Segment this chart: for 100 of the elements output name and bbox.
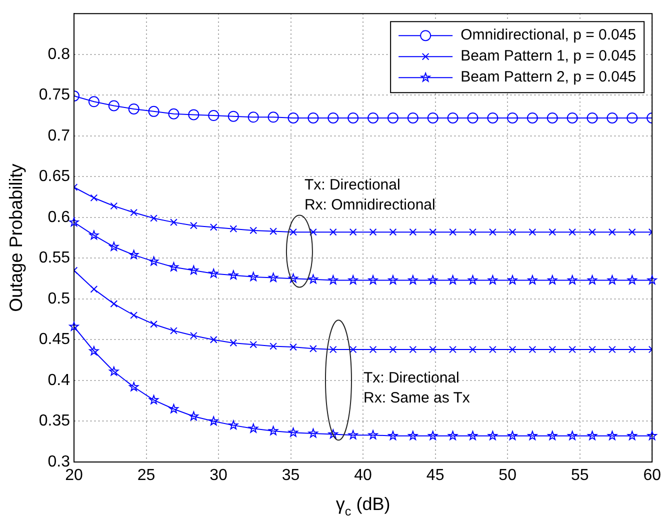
y-tick-label: 0.65	[38, 168, 70, 186]
x-tick-label: 55	[570, 467, 589, 484]
point	[308, 274, 318, 284]
point	[586, 112, 598, 124]
point	[90, 194, 98, 202]
point	[428, 275, 438, 284]
point	[548, 275, 558, 284]
point	[230, 339, 238, 347]
point	[168, 262, 179, 272]
x-tick-label: 20	[65, 467, 83, 484]
point	[588, 228, 596, 236]
point	[408, 275, 418, 284]
point	[208, 110, 220, 122]
point	[548, 228, 556, 236]
point	[647, 275, 657, 284]
point	[548, 346, 556, 354]
y-tick-label: 0.45	[38, 331, 70, 348]
point	[288, 112, 299, 124]
point	[170, 218, 178, 226]
point	[248, 272, 258, 282]
point	[268, 112, 279, 123]
point	[110, 300, 118, 308]
point	[568, 228, 576, 236]
point	[388, 275, 398, 284]
point	[369, 346, 377, 354]
point	[250, 226, 258, 234]
point	[310, 344, 317, 352]
point	[528, 275, 538, 284]
point	[548, 430, 558, 440]
point	[528, 228, 536, 236]
point	[607, 430, 617, 440]
point	[89, 346, 99, 356]
point	[329, 228, 337, 236]
point	[349, 228, 357, 236]
point	[248, 424, 258, 433]
point	[626, 112, 638, 124]
point	[368, 430, 378, 440]
x-tick-label: 35	[282, 467, 300, 484]
point	[329, 346, 337, 354]
point	[130, 208, 138, 216]
point	[268, 426, 278, 436]
point	[388, 430, 398, 440]
legend-label: Omnidirectional, p = 0.045	[460, 26, 636, 44]
point	[270, 228, 277, 235]
point	[409, 346, 417, 354]
point	[210, 224, 218, 231]
point	[188, 109, 200, 120]
point	[506, 112, 518, 124]
point	[568, 275, 578, 284]
point	[150, 214, 158, 222]
point	[607, 275, 617, 284]
point	[168, 404, 179, 414]
point	[508, 346, 516, 354]
y-tick-label: 0.75	[38, 86, 70, 104]
point	[69, 322, 79, 331]
point	[447, 112, 458, 124]
x-tick-label: 50	[498, 467, 517, 484]
point	[170, 327, 178, 334]
y-tick-label: 0.6	[48, 208, 70, 226]
point	[526, 112, 538, 124]
point	[190, 332, 198, 340]
point	[428, 430, 438, 440]
point	[308, 112, 319, 124]
point	[109, 366, 119, 376]
point	[467, 112, 478, 124]
y-tick-label: 0.8	[48, 46, 70, 63]
point	[288, 274, 298, 283]
point	[606, 112, 618, 124]
point	[108, 100, 120, 112]
point	[489, 228, 496, 236]
point	[487, 112, 498, 124]
point	[468, 275, 478, 284]
point	[230, 225, 238, 233]
point	[228, 110, 239, 122]
point	[587, 430, 598, 440]
point	[148, 106, 160, 117]
point	[190, 222, 198, 230]
point	[389, 228, 397, 236]
point	[270, 342, 277, 350]
x-tick-label: 25	[137, 467, 156, 484]
point	[308, 428, 318, 438]
point	[647, 430, 657, 440]
point	[528, 430, 538, 440]
point	[168, 108, 180, 120]
point	[109, 242, 119, 251]
point	[588, 346, 596, 354]
point	[69, 217, 79, 226]
point	[368, 112, 379, 124]
point	[268, 272, 278, 282]
point	[508, 228, 516, 236]
point	[408, 430, 418, 440]
point	[250, 340, 258, 348]
point	[449, 346, 456, 354]
point	[608, 228, 616, 236]
point	[448, 430, 458, 440]
point	[368, 275, 378, 284]
point	[129, 250, 139, 260]
point	[489, 346, 496, 354]
point	[628, 346, 636, 354]
x-tick-label: 60	[643, 467, 662, 484]
